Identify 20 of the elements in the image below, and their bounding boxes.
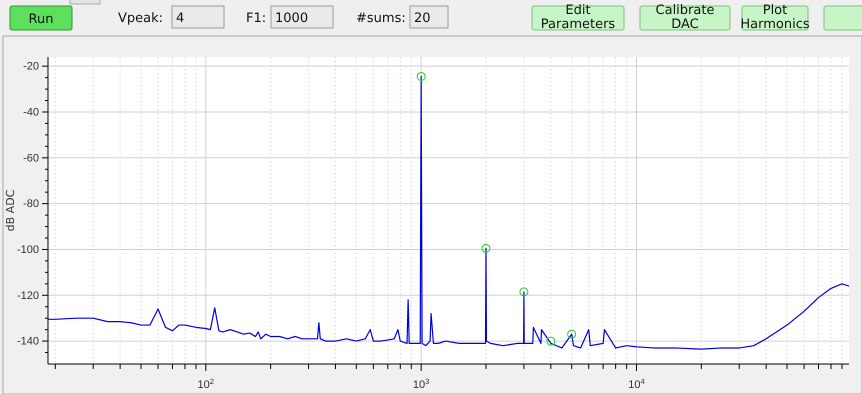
text: Vpeak: [118, 11, 164, 26]
text: Edit Parameters [540, 3, 616, 32]
y-tick-label: -120 [16, 290, 39, 302]
y-tick-label: -20 [23, 60, 39, 73]
x-tick-label: 10$^{3}$ [412, 376, 430, 391]
x-tick-label: 10$^{4}$ [628, 376, 646, 391]
text: Run [28, 12, 54, 27]
y-tick-label: -40 [23, 106, 39, 119]
y-tick-label: -60 [23, 152, 39, 164]
text: 1000 [275, 11, 308, 26]
text: #sums: [356, 11, 406, 26]
y-tick-label: -80 [23, 198, 39, 210]
x-tick-label: 10$^{2}$ [198, 376, 214, 391]
text: 4 [176, 11, 184, 26]
y-tick-label: -100 [16, 244, 39, 256]
text: F1: [246, 11, 266, 26]
text: 20 [414, 11, 431, 26]
y-tick-label: -140 [16, 336, 39, 348]
text: Calibrate DAC [656, 3, 714, 32]
y-axis-title: dB ADC [4, 189, 17, 232]
